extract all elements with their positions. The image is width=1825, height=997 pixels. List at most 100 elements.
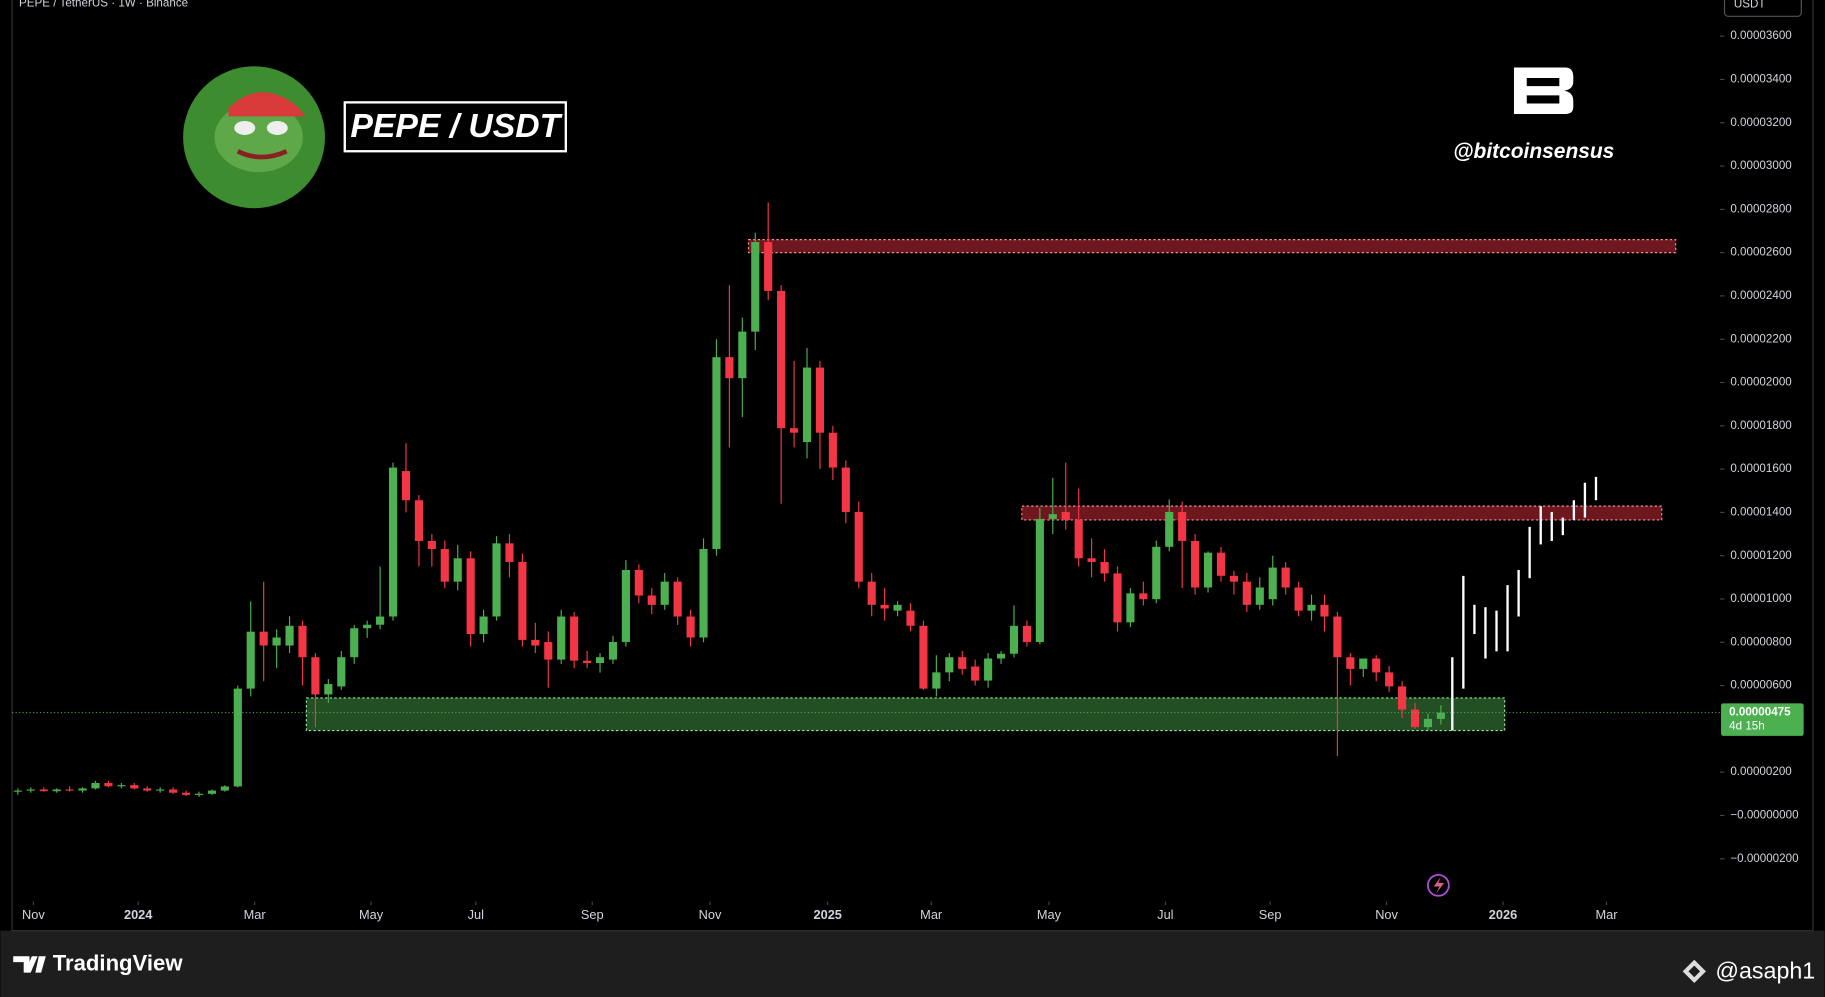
- candle-body: [751, 242, 760, 332]
- candle-body: [1359, 658, 1368, 669]
- candle-body: [1113, 573, 1122, 623]
- x-tick-label: May: [1037, 907, 1062, 922]
- y-tick-label: 0.00000800: [1730, 635, 1792, 648]
- candle-body: [363, 624, 372, 629]
- candle-body: [802, 367, 812, 443]
- candle-body: [1165, 511, 1174, 547]
- candle-body: [272, 637, 281, 646]
- candle-body: [26, 789, 35, 791]
- footer-bar: [0, 930, 1825, 997]
- candle-body: [608, 642, 618, 660]
- x-tick-label: Mar: [1595, 907, 1618, 922]
- candle-body: [1100, 561, 1109, 574]
- candle-body: [1126, 593, 1135, 623]
- x-tick-label: May: [359, 907, 384, 922]
- candle-body: [1307, 604, 1316, 611]
- y-tick-label: 0.00001800: [1730, 419, 1792, 432]
- y-tick-label: 0.00002600: [1730, 246, 1792, 259]
- candle-body: [78, 788, 87, 791]
- y-tick-label: 0.00001200: [1730, 549, 1792, 562]
- candle-body: [440, 548, 449, 582]
- candle-body: [1191, 540, 1200, 588]
- candle-body: [919, 625, 928, 689]
- x-tick-label: Jul: [1157, 907, 1173, 922]
- candle-body: [557, 616, 566, 660]
- candle-body: [647, 595, 656, 605]
- last-price-box: [1721, 703, 1804, 736]
- x-tick-label: Nov: [1375, 907, 1398, 922]
- x-tick-label: 2024: [124, 907, 153, 922]
- zone: [747, 239, 1677, 254]
- candle-body: [686, 616, 695, 638]
- candle-body: [531, 639, 540, 646]
- candle-body: [1346, 657, 1355, 669]
- zone: [305, 697, 1506, 732]
- candle-body: [91, 782, 100, 789]
- candle-body: [414, 500, 423, 541]
- symbol-header: PEPE / TetherUS · 1W · Binance: [19, 0, 188, 10]
- candle-body: [285, 625, 294, 646]
- candle-body: [1281, 567, 1290, 588]
- candle-body: [130, 785, 139, 789]
- candle-body: [595, 657, 605, 664]
- candle-body: [725, 357, 734, 379]
- y-tick-label: 0.00003000: [1730, 159, 1792, 172]
- candle-body: [324, 684, 333, 695]
- candle-body: [854, 511, 863, 582]
- candle-body: [699, 548, 708, 638]
- zone: [1021, 505, 1663, 521]
- candle-body: [466, 558, 475, 635]
- y-tick-label: 0.00001400: [1730, 505, 1792, 518]
- candle-body: [1398, 686, 1407, 710]
- candle-body: [65, 789, 74, 791]
- y-tick-label: 0.00000200: [1730, 765, 1792, 778]
- countdown: 4d 15h: [1729, 720, 1765, 733]
- candle-body: [1229, 575, 1238, 582]
- candle-body: [156, 789, 165, 791]
- candle-body: [117, 785, 126, 787]
- candle-body: [337, 657, 346, 687]
- x-tick-label: Nov: [699, 907, 722, 922]
- candle-body: [350, 628, 359, 658]
- y-tick-label: 0.00002800: [1730, 202, 1792, 215]
- x-tick-label: 2025: [813, 907, 841, 922]
- candle-body: [1372, 658, 1381, 673]
- y-tick-label: −0.00000000: [1730, 809, 1799, 822]
- x-tick-label: Mar: [244, 907, 267, 922]
- candle-body: [1423, 718, 1433, 728]
- brand-logo: [13, 956, 46, 973]
- candle-body: [1139, 593, 1148, 600]
- x-tick-label: Mar: [920, 907, 943, 922]
- plot: 0.00003600 0.00003400 0.00003200 0.00003000…: [12, 29, 1799, 922]
- last-price-label: 0.00000475: [1729, 706, 1791, 719]
- avatar: [183, 66, 326, 209]
- candle-body: [660, 581, 669, 605]
- candle-body: [298, 625, 307, 658]
- candle-body: [1410, 709, 1420, 728]
- y-tick-label: 0.00003400: [1730, 73, 1792, 86]
- candle-body: [1035, 518, 1044, 643]
- candle-body: [401, 471, 411, 501]
- candle-body: [621, 569, 630, 643]
- candle-body: [388, 467, 398, 617]
- candle-body: [1009, 625, 1019, 654]
- y-tick-label: 0.00003600: [1730, 29, 1792, 42]
- candle-body: [932, 672, 941, 689]
- alert-icon: [1426, 873, 1450, 897]
- y-tick-label: 0.00002200: [1730, 332, 1792, 345]
- candle-body: [1268, 567, 1277, 600]
- candle-body: [1242, 581, 1251, 605]
- candle-body: [789, 428, 799, 433]
- currency: USDT: [1734, 0, 1766, 11]
- candle-body: [104, 782, 113, 787]
- x-tick-label: Jul: [468, 907, 484, 922]
- y-tick-label: 0.00000600: [1730, 679, 1792, 692]
- candle-body: [841, 467, 850, 512]
- candle-body: [169, 789, 178, 793]
- candle-body: [1294, 587, 1303, 611]
- author: @asaph1: [1715, 958, 1815, 984]
- candle-body: [1255, 587, 1264, 605]
- candle-body: [1385, 672, 1394, 687]
- candle-body: [492, 543, 501, 617]
- candle-body: [311, 657, 320, 695]
